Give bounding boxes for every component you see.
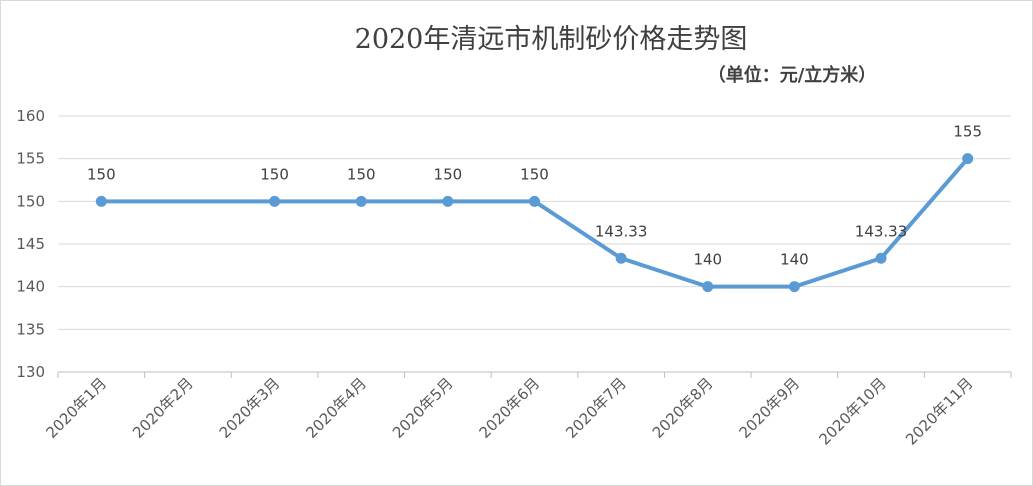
y-tick-label: 155 [16,150,45,168]
series-polyline [99,156,970,289]
data-point [615,252,627,264]
chart-subtitle: （单位：元/立方米） [708,64,877,86]
data-point [875,252,887,264]
x-tick-label: 2020年7月 [562,374,630,442]
y-axis-ticks: 130 135 140 145 150 155 160 [16,107,45,381]
data-label: 150 [87,165,116,183]
data-label: 155 [953,123,982,141]
x-tick-label: 2020年10月 [815,374,889,448]
data-label: 150 [434,165,463,183]
data-points [95,153,974,293]
data-label: 143.33 [855,222,908,240]
data-point [442,195,454,207]
data-label: 150 [347,165,376,183]
data-point [95,195,107,207]
data-label: 140 [693,251,722,269]
y-tick-label: 135 [16,320,45,338]
data-label: 150 [520,165,549,183]
y-tick-label: 145 [16,235,45,253]
x-tick-label: 2020年3月 [216,374,284,442]
x-tick-label: 2020年11月 [902,374,976,448]
y-tick-label: 150 [16,192,45,210]
x-tick-label: 2020年6月 [476,374,544,442]
data-label: 143.33 [595,222,648,240]
data-point [788,281,800,293]
data-point [962,153,974,165]
x-tick-label: 2020年9月 [736,374,804,442]
x-axis: 2020年1月 2020年2月 2020年3月 2020年4月 2020年5月 2020年… [42,371,1012,449]
y-tick-label: 130 [16,363,45,381]
data-point [269,195,281,207]
data-label: 140 [780,251,809,269]
y-tick-label: 160 [16,107,45,125]
x-tick-label: 2020年2月 [129,374,197,442]
y-tick-label: 140 [16,278,45,296]
x-tick-label: 2020年8月 [649,374,717,442]
data-point [355,195,367,207]
data-label: 150 [260,165,289,183]
x-tick-label: 2020年5月 [389,374,457,442]
data-point [702,281,714,293]
x-tick-label: 2020年4月 [302,374,370,442]
chart-title: 2020年清远市机制砂价格走势图 [355,24,748,55]
series-line [99,156,970,289]
data-point [529,195,540,207]
x-tick-label: 2020年1月 [42,374,110,442]
data-labels: 150 150 150 150 150 143.33 140 140 143.33 155 [87,123,982,269]
